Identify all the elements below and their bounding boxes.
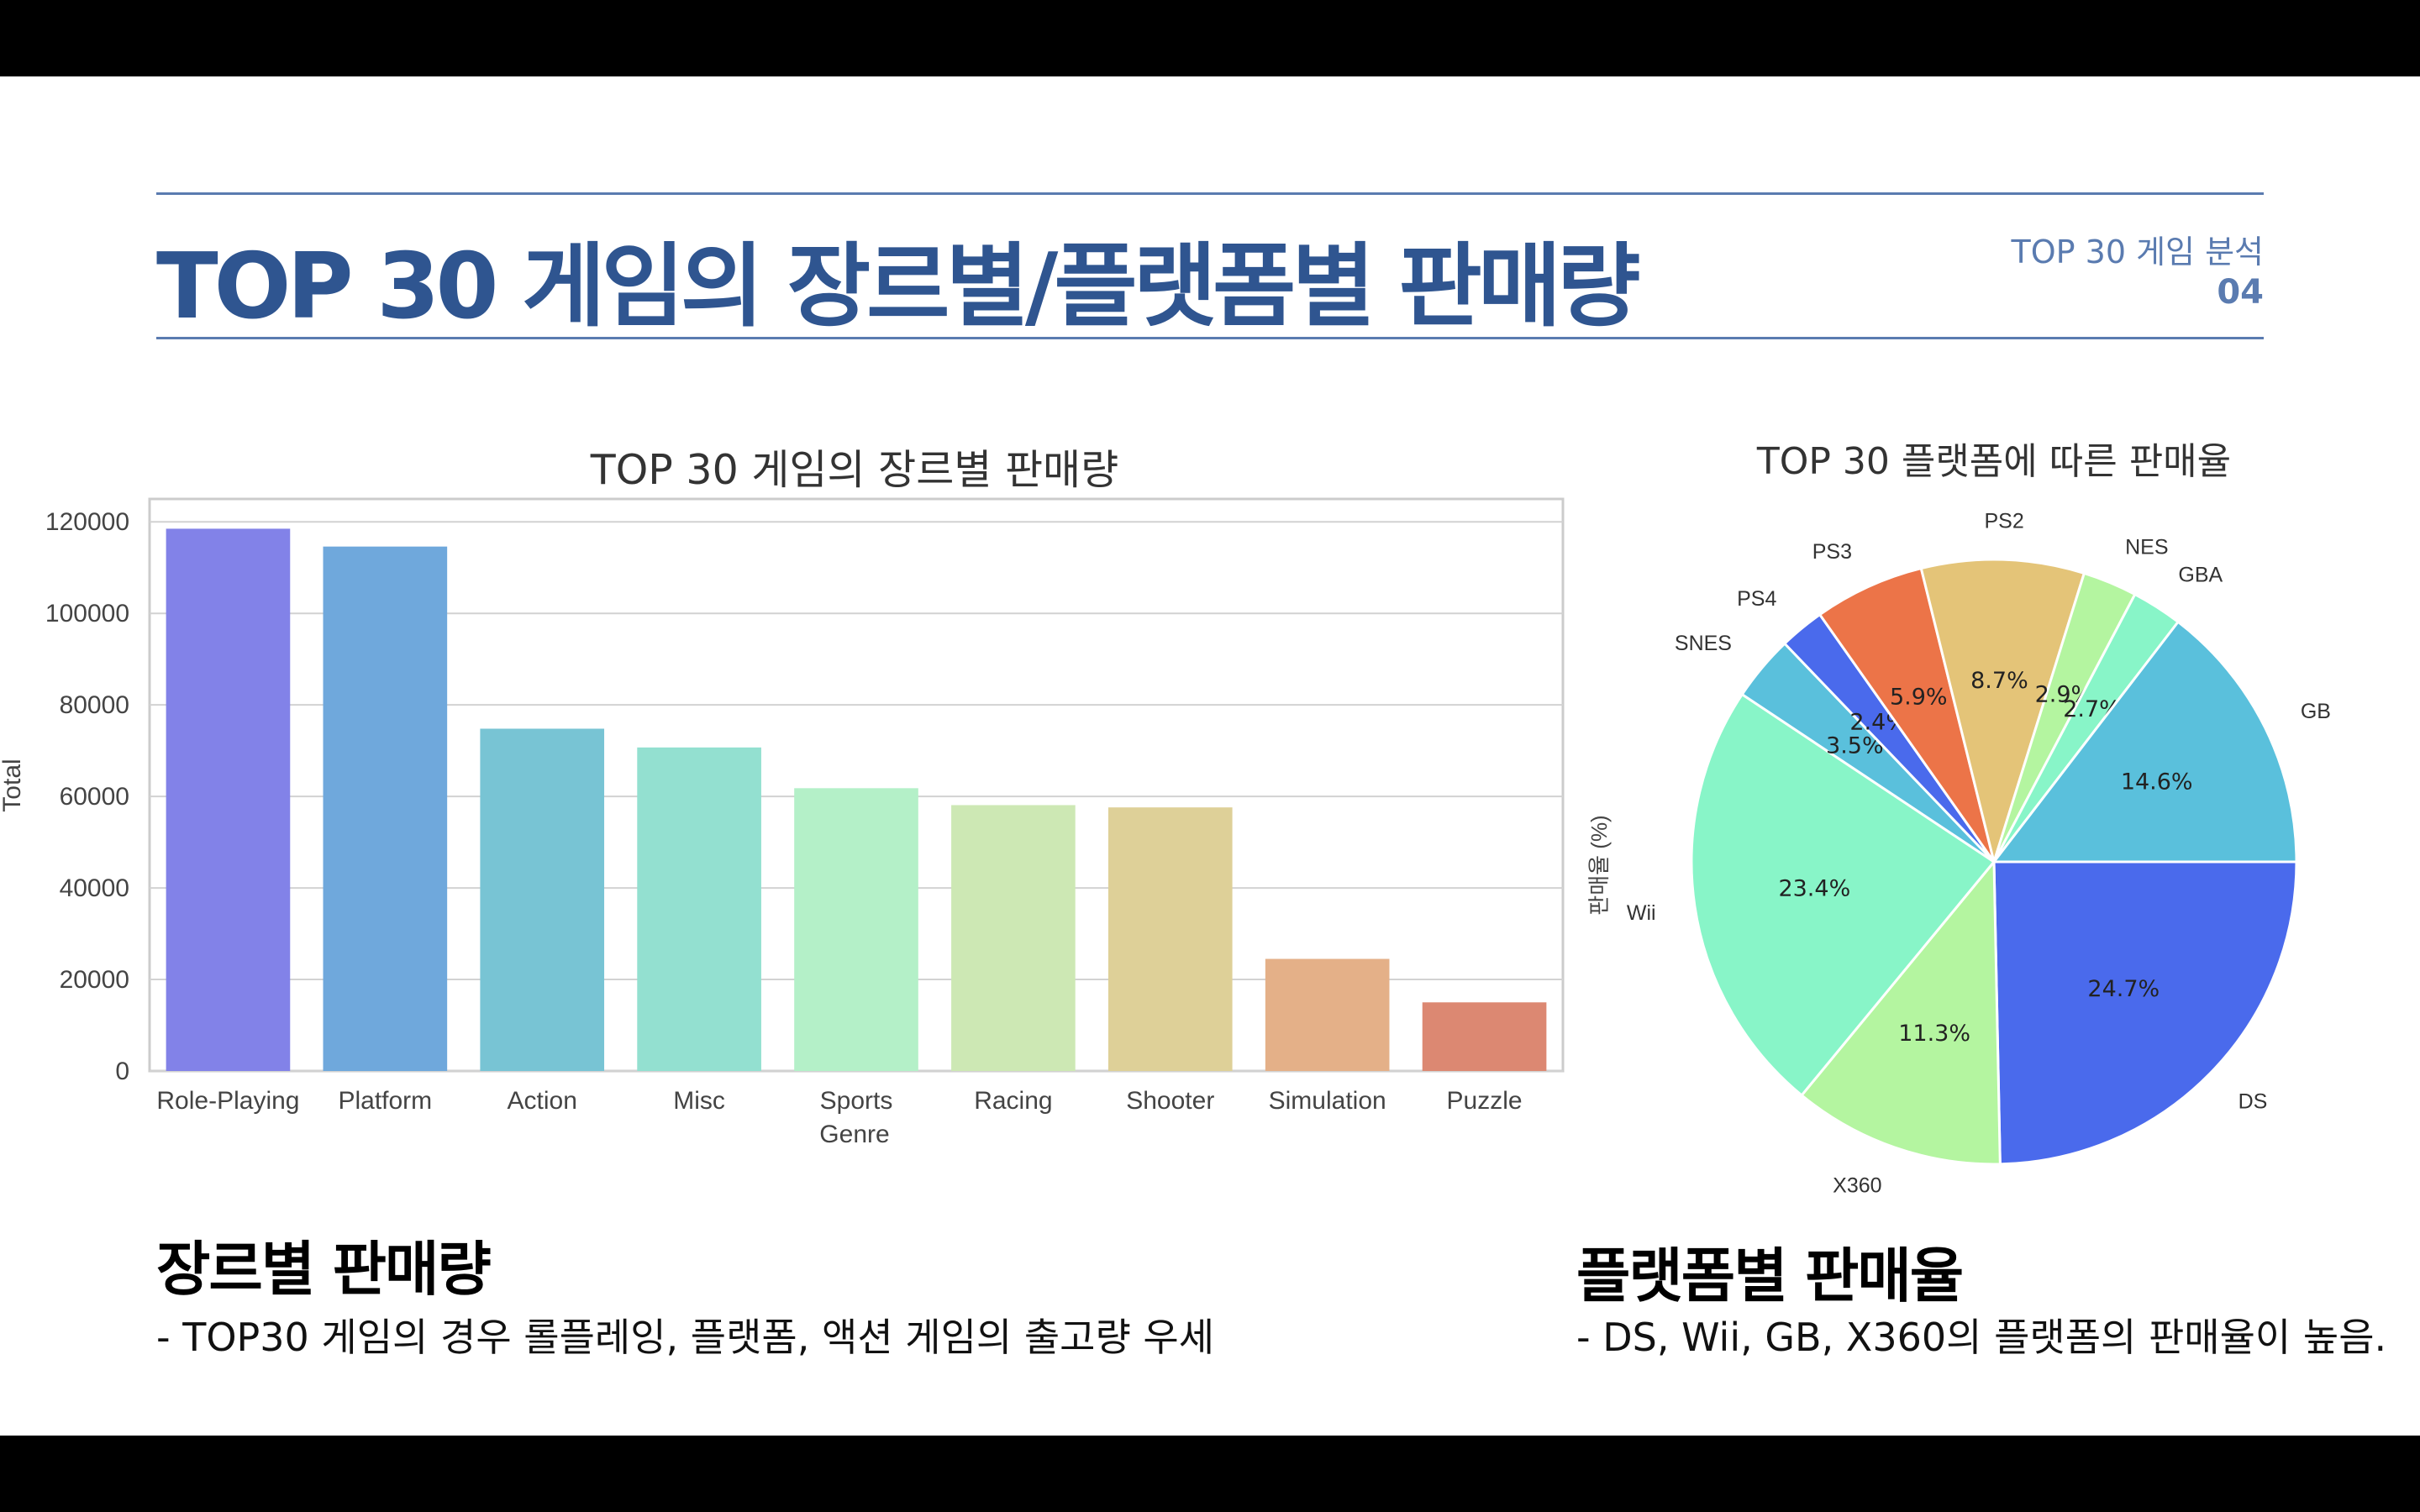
bar-x-tick-label: Platform [338, 1087, 432, 1115]
pie-chart-title: TOP 30 플랫폼에 따른 판매율 [1756, 440, 2231, 483]
bar [166, 528, 291, 1071]
pie-chart: DS24.7%X36011.3%Wii23.4%SNES3.5%PS42.4%P… [1627, 509, 2331, 1197]
platform-section-desc: - DS, Wii, GB, X360의 플랫폼의 판매율이 높음. [1576, 1315, 2387, 1360]
bar [480, 728, 605, 1071]
pie-slice [1919, 558, 2086, 867]
bar-x-tick-label: Shooter [1126, 1087, 1214, 1115]
page-title: TOP 30 게임의 장르별/플랫폼별 판매량 [156, 234, 1640, 339]
section-subtitle: TOP 30 게임 분석 [2011, 234, 2264, 270]
bar [637, 747, 761, 1071]
pie-slice-label: GBA [2178, 563, 2223, 586]
bar-x-tick-label: Simulation [1269, 1087, 1386, 1115]
bar-x-axis-label: Genre [819, 1121, 889, 1148]
pie-slice-label: PS3 [1812, 540, 1852, 564]
pie-slice [1800, 858, 2002, 1166]
genre-section-desc: - TOP30 게임의 경우 롤플레잉, 플랫폼, 액션 게임의 출고량 우세 [156, 1315, 1215, 1360]
pie-percent-label: 8.7% [1970, 668, 2028, 694]
bar-y-tick-label: 80000 [60, 691, 129, 719]
pie-percent-label: 14.6% [2121, 769, 2193, 795]
pie-y-axis-label: 판매율 (%) [1586, 815, 1612, 915]
pie-slice-label: Wii [1627, 901, 1656, 925]
pie-percent-label: 11.3% [1898, 1021, 1970, 1047]
bar [951, 805, 1076, 1071]
pie-slice [1818, 566, 1996, 863]
bar-y-tick-label: 20000 [60, 966, 129, 994]
pie-percent-label: 23.4% [1778, 876, 1850, 902]
bar [323, 546, 448, 1071]
pie-slice-label: NES [2125, 535, 2168, 559]
bar-x-tick-label: Misc [673, 1087, 725, 1115]
bar-y-axis-label: Total [0, 759, 26, 811]
bar-x-tick-label: Racing [974, 1087, 1052, 1115]
bar-y-tick-label: 40000 [60, 874, 129, 902]
pie-slice [1690, 692, 1996, 1098]
bar-x-tick-label: Role-Playing [156, 1087, 299, 1115]
bar-chart-title: TOP 30 게임의 장르별 판매량 [590, 446, 1118, 494]
bar [1422, 1002, 1547, 1071]
bar-y-tick-label: 100000 [45, 600, 129, 627]
page-number: 04 [2217, 273, 2264, 312]
pie-slice-label: X360 [1833, 1173, 1881, 1197]
header-bottom-rule [156, 337, 2264, 339]
bar-x-tick-label: Action [508, 1087, 577, 1115]
bar-x-tick-label: Puzzle [1447, 1087, 1523, 1115]
pie-percent-label: 24.7% [2087, 976, 2160, 1002]
header-top-rule [156, 192, 2264, 195]
bar [794, 788, 918, 1071]
bar-y-tick-label: 0 [115, 1058, 129, 1085]
pie-slice-label: PS2 [1984, 509, 2023, 533]
pie-slice [1992, 860, 2298, 1166]
pie-slice-label: GB [2301, 700, 2331, 723]
pie-slice [1991, 620, 2298, 864]
pie-slice-label: DS [2238, 1090, 2268, 1114]
bar [1265, 958, 1390, 1071]
pie-percent-label: 5.9% [1890, 685, 1948, 711]
platform-section-title: 플랫폼별 판매율 [1576, 1242, 1964, 1310]
pie-slice-label: PS4 [1737, 587, 1776, 611]
genre-section-title: 장르별 판매량 [156, 1235, 492, 1304]
bar-chart: 0 20000 40000 60000 80000 100000 120000 Role-Pl… [45, 497, 1565, 1115]
bar-x-tick-label: Sports [820, 1087, 893, 1115]
bar [1107, 807, 1233, 1071]
bar-y-tick-label: 120000 [45, 508, 129, 536]
bar-y-tick-label: 60000 [60, 783, 129, 811]
pie-slice-label: SNES [1675, 632, 1732, 655]
